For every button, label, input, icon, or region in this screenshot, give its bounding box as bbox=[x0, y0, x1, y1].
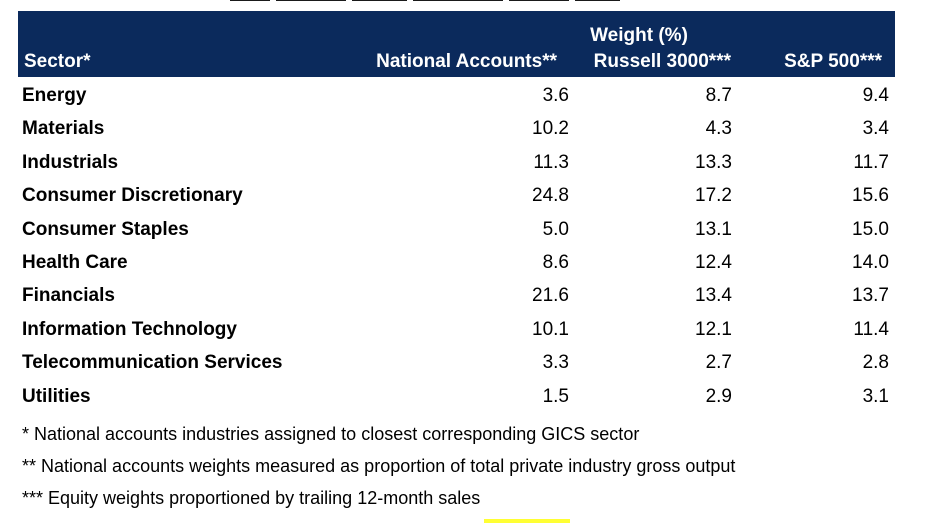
footnote-sector-assignment: * National accounts industries assigned … bbox=[22, 424, 640, 444]
table-row: Consumer Discretionary 24.8 17.2 15.6 bbox=[18, 179, 895, 212]
national-accounts-cell: 21.6 bbox=[532, 285, 569, 307]
sector-cell: Consumer Discretionary bbox=[22, 185, 243, 207]
sector-cell: Materials bbox=[22, 118, 105, 140]
sector-cell: Consumer Staples bbox=[22, 218, 189, 240]
table-row: Financials 21.6 13.4 13.7 bbox=[18, 279, 895, 312]
table-header: Weight (%) Sector* National Accounts** R… bbox=[18, 11, 895, 77]
sp500-cell: 2.8 bbox=[862, 352, 889, 374]
russell-3000-cell: 17.2 bbox=[695, 185, 732, 207]
sector-cell: Telecommunication Services bbox=[22, 352, 283, 374]
sp500-cell: 11.4 bbox=[853, 318, 889, 340]
footnote-national-weights: ** National accounts weights measured as… bbox=[22, 456, 736, 476]
sector-column-header: Sector* bbox=[24, 51, 91, 72]
footnotes: * National accounts industries assigned … bbox=[22, 418, 735, 514]
national-accounts-cell: 5.0 bbox=[542, 218, 569, 240]
weight-group-header: Weight (%) bbox=[590, 25, 688, 46]
russell-3000-column-header: Russell 3000*** bbox=[593, 51, 731, 72]
national-accounts-cell: 10.1 bbox=[532, 318, 569, 340]
national-accounts-cell: 8.6 bbox=[542, 251, 569, 273]
sp500-cell: 15.0 bbox=[852, 218, 889, 240]
russell-3000-cell: 13.3 bbox=[695, 151, 732, 173]
national-accounts-cell: 1.5 bbox=[542, 385, 569, 407]
national-accounts-column-header: National Accounts** bbox=[376, 51, 557, 72]
russell-3000-cell: 12.1 bbox=[695, 318, 732, 340]
table-row: Information Technology 10.1 12.1 11.4 bbox=[18, 313, 895, 346]
sector-cell: Energy bbox=[22, 85, 87, 106]
table-body: Energy 3.6 8.7 9.4 Materials 10.2 4.3 3.… bbox=[18, 79, 895, 413]
russell-3000-cell: 2.7 bbox=[705, 352, 732, 374]
footnote-equity-weights: *** Equity weights proportioned by trail… bbox=[22, 488, 481, 508]
national-accounts-cell: 3.6 bbox=[542, 85, 569, 106]
sp500-column-header: S&P 500*** bbox=[784, 51, 882, 72]
sp500-cell: 13.7 bbox=[852, 285, 889, 307]
sector-cell: Utilities bbox=[22, 385, 91, 407]
sector-cell: Financials bbox=[22, 285, 115, 307]
table-row: Utilities 1.5 2.9 3.1 bbox=[18, 380, 895, 413]
national-accounts-cell: 10.2 bbox=[532, 118, 569, 140]
sp500-cell: 9.4 bbox=[862, 85, 889, 106]
table-row: Consumer Staples 5.0 13.1 15.0 bbox=[18, 213, 895, 246]
cropped-title bbox=[230, 0, 650, 1]
sp500-cell: 15.6 bbox=[852, 185, 889, 207]
table-row: Energy 3.6 8.7 9.4 bbox=[18, 79, 895, 112]
russell-3000-cell: 13.4 bbox=[695, 285, 732, 307]
russell-3000-cell: 2.9 bbox=[705, 385, 732, 407]
russell-3000-cell: 8.7 bbox=[705, 85, 732, 106]
sp500-cell: 14.0 bbox=[852, 251, 889, 273]
russell-3000-cell: 4.3 bbox=[705, 118, 732, 140]
highlight-mark bbox=[484, 519, 570, 523]
sector-cell: Industrials bbox=[22, 151, 119, 173]
sp500-cell: 3.4 bbox=[862, 118, 889, 140]
sector-cell: Health Care bbox=[22, 251, 128, 273]
russell-3000-cell: 12.4 bbox=[695, 251, 732, 273]
national-accounts-cell: 11.3 bbox=[533, 151, 569, 173]
sp500-cell: 11.7 bbox=[853, 151, 889, 173]
national-accounts-cell: 24.8 bbox=[532, 185, 569, 207]
table-row: Materials 10.2 4.3 3.4 bbox=[18, 112, 895, 145]
russell-3000-cell: 13.1 bbox=[695, 218, 732, 240]
sp500-cell: 3.1 bbox=[862, 385, 889, 407]
table-row: Health Care 8.6 12.4 14.0 bbox=[18, 246, 895, 279]
table-row: Industrials 11.3 13.3 11.7 bbox=[18, 146, 895, 179]
sector-cell: Information Technology bbox=[22, 318, 237, 340]
national-accounts-cell: 3.3 bbox=[542, 352, 569, 374]
table-row: Telecommunication Services 3.3 2.7 2.8 bbox=[18, 346, 895, 379]
